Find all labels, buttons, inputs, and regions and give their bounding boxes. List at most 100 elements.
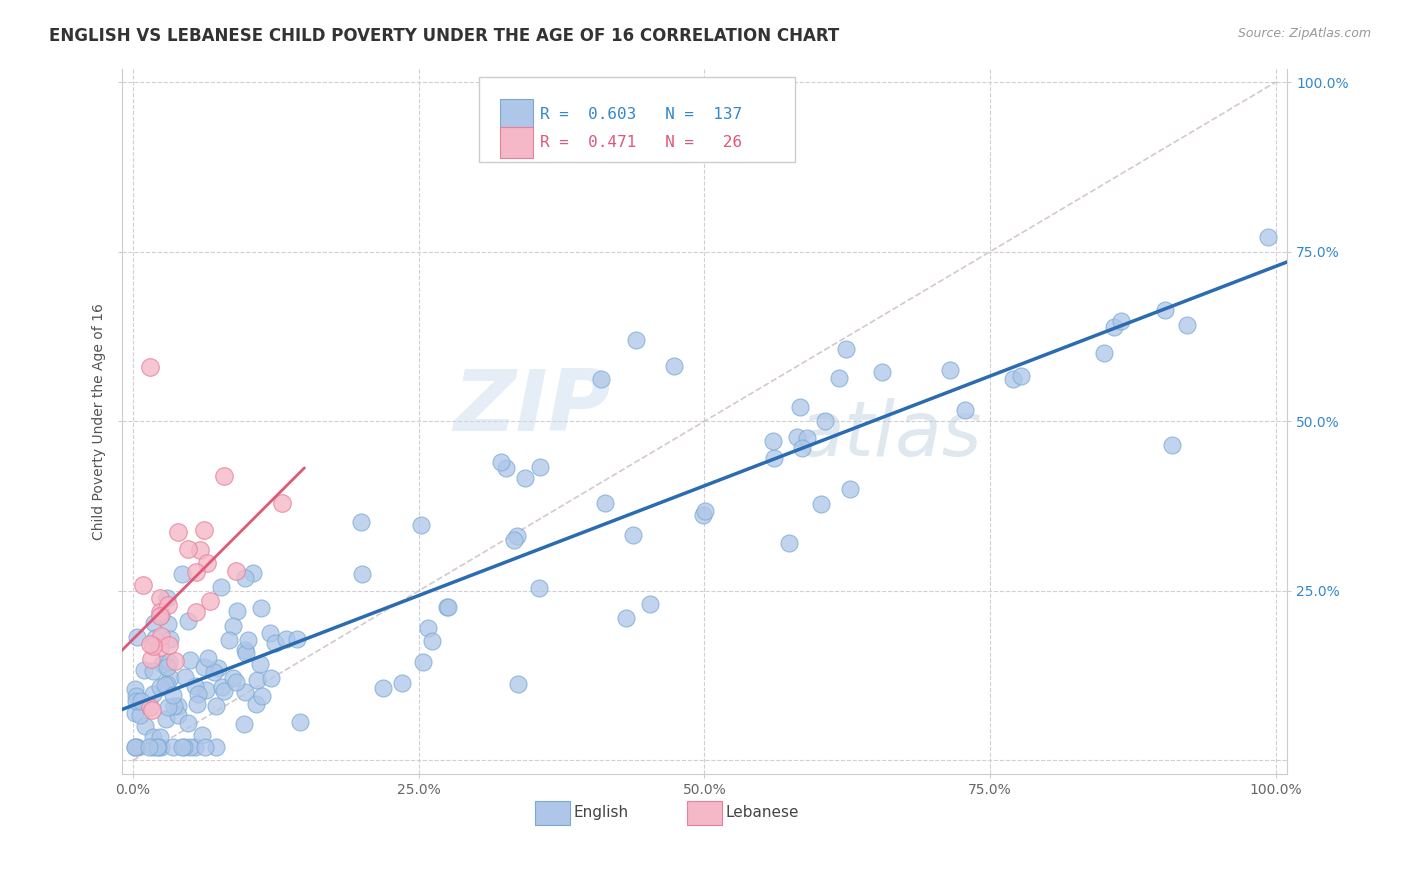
Point: [132, 663, 155, 677]
Point: [270, 496, 292, 510]
Point: [142, 739, 165, 754]
Point: [170, 739, 193, 754]
Point: [491, 455, 513, 469]
FancyBboxPatch shape: [688, 801, 721, 825]
Point: [145, 739, 167, 754]
Text: English: English: [574, 805, 628, 821]
Point: [515, 471, 537, 485]
Point: [828, 370, 851, 384]
Point: [142, 664, 165, 678]
Point: [285, 632, 308, 646]
Point: [222, 619, 245, 633]
Point: [209, 581, 232, 595]
Text: R =  0.471   N =   26: R = 0.471 N = 26: [540, 135, 742, 150]
Point: [149, 640, 172, 655]
Point: [529, 581, 551, 595]
Point: [529, 459, 551, 474]
FancyBboxPatch shape: [501, 99, 533, 130]
Point: [245, 697, 267, 711]
Point: [197, 651, 219, 665]
Point: [179, 739, 201, 754]
Point: [810, 497, 832, 511]
Point: [186, 697, 208, 711]
Point: [762, 434, 785, 449]
Point: [591, 372, 613, 386]
Point: [193, 524, 215, 538]
Point: [205, 739, 228, 754]
Point: [187, 687, 209, 701]
Point: [1104, 320, 1126, 334]
Point: [242, 566, 264, 581]
Point: [139, 652, 162, 666]
Text: ZIP: ZIP: [454, 366, 612, 449]
Point: [214, 468, 236, 483]
Point: [142, 687, 165, 701]
Point: [371, 681, 394, 696]
Point: [167, 524, 190, 539]
Point: [218, 633, 240, 648]
Point: [621, 528, 644, 542]
Point: [156, 677, 179, 691]
Point: [150, 630, 173, 644]
Text: R =  0.603   N =  137: R = 0.603 N = 137: [540, 107, 742, 122]
Point: [796, 431, 818, 445]
Point: [156, 659, 179, 673]
Point: [264, 636, 287, 650]
Point: [127, 739, 149, 754]
Point: [763, 451, 786, 466]
Point: [233, 643, 256, 657]
Point: [157, 638, 180, 652]
Point: [1010, 368, 1032, 383]
Point: [233, 571, 256, 585]
Point: [124, 681, 146, 696]
Point: [222, 671, 245, 685]
Point: [149, 607, 172, 622]
Point: [156, 616, 179, 631]
Point: [186, 565, 208, 579]
Point: [149, 730, 172, 744]
Point: [214, 684, 236, 698]
Point: [173, 739, 195, 754]
Point: [249, 657, 271, 672]
Point: [177, 716, 200, 731]
Text: atlas: atlas: [797, 399, 983, 473]
Point: [143, 631, 166, 645]
Point: [205, 698, 228, 713]
Point: [142, 730, 165, 744]
Point: [141, 703, 163, 717]
Point: [1175, 318, 1198, 332]
Point: [236, 632, 259, 647]
Point: [508, 677, 530, 691]
Point: [139, 359, 162, 374]
Point: [352, 566, 374, 581]
Point: [624, 333, 647, 347]
Point: [437, 599, 460, 614]
Point: [195, 682, 218, 697]
Point: [692, 508, 714, 523]
Point: [835, 342, 858, 356]
Text: Source: ZipAtlas.com: Source: ZipAtlas.com: [1237, 27, 1371, 40]
Point: [129, 708, 152, 723]
Point: [172, 567, 194, 582]
Point: [194, 739, 217, 754]
FancyBboxPatch shape: [479, 77, 796, 162]
Point: [506, 529, 529, 543]
Point: [211, 680, 233, 694]
Point: [156, 598, 179, 612]
Point: [870, 365, 893, 379]
Point: [814, 414, 837, 428]
Point: [149, 609, 172, 624]
Point: [246, 673, 269, 687]
Point: [190, 728, 212, 742]
Point: [166, 699, 188, 714]
Point: [259, 626, 281, 640]
Point: [155, 712, 177, 726]
Point: [391, 676, 413, 690]
Point: [142, 639, 165, 653]
Point: [188, 543, 211, 558]
Point: [138, 739, 160, 754]
Point: [157, 655, 180, 669]
Point: [786, 430, 808, 444]
Point: [792, 442, 814, 456]
Point: [124, 690, 146, 704]
